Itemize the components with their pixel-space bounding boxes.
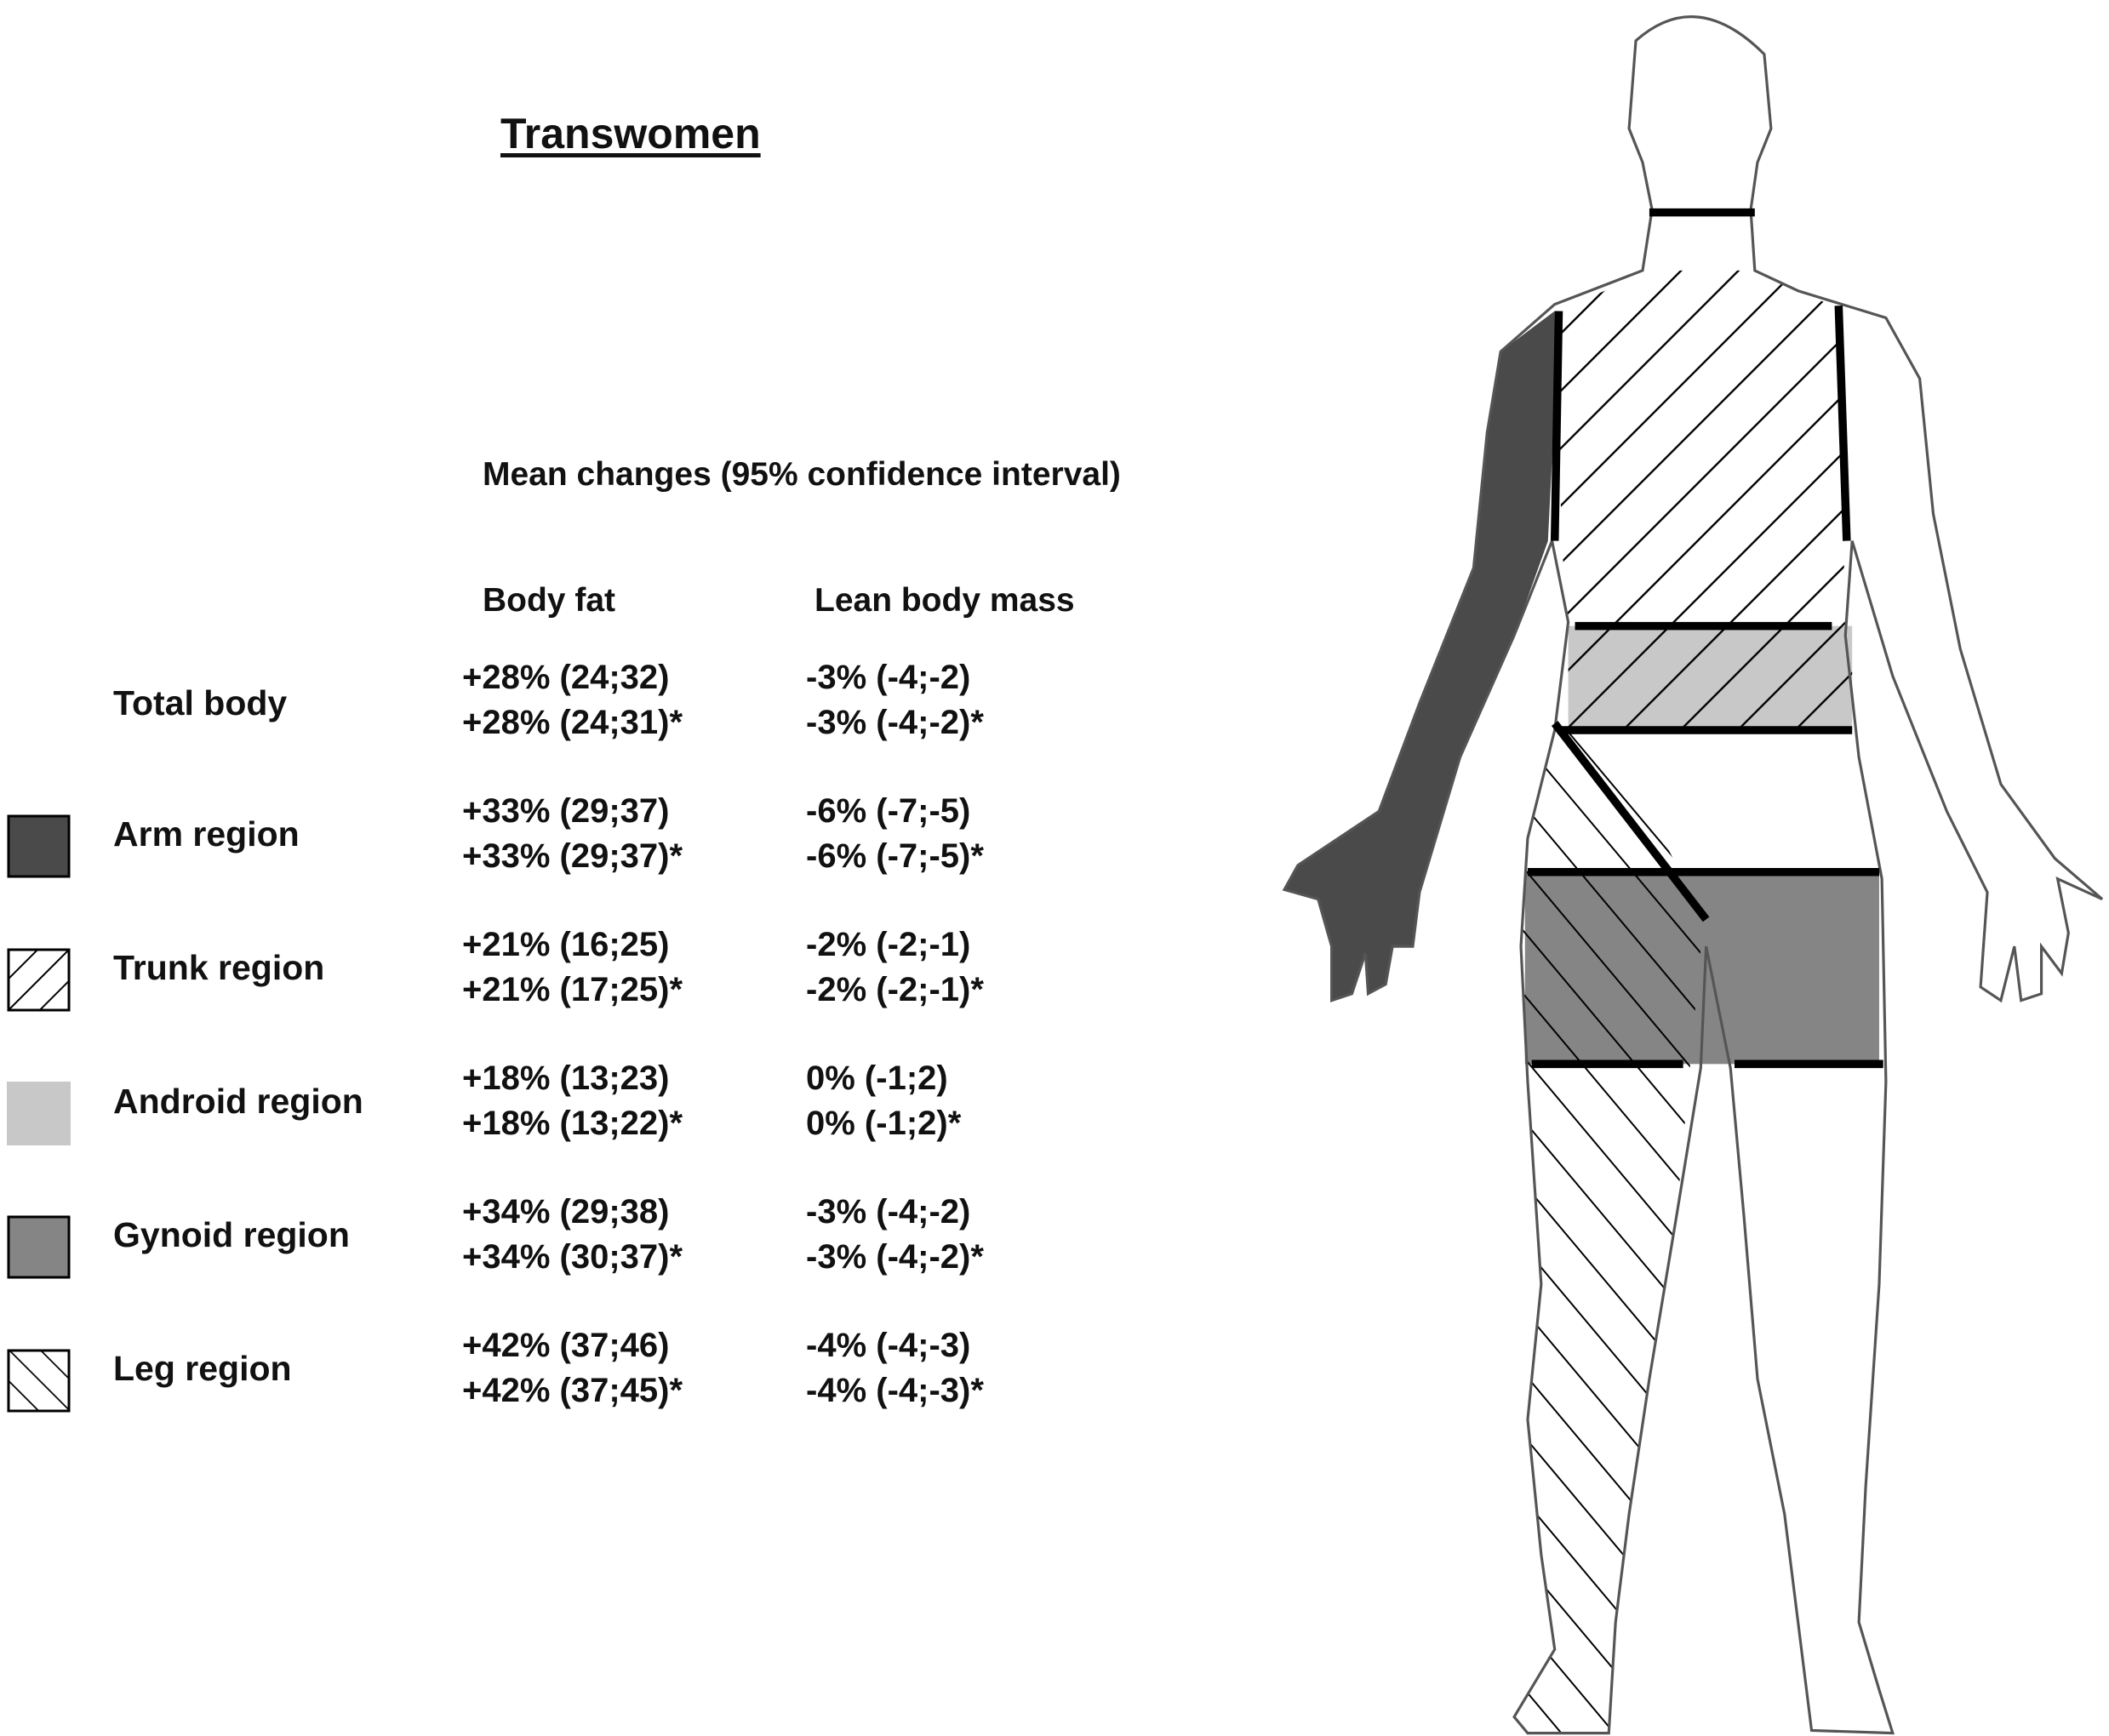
android-hatch <box>1568 625 1853 730</box>
trunk-region <box>1557 270 1846 626</box>
body-fat-line: +33% (29;37) <box>462 792 670 830</box>
leg-hatch-swatch-icon <box>7 1349 71 1413</box>
lean-mass-line: 0% (-1;2) <box>806 1059 948 1097</box>
body-fat-line: +42% (37;46) <box>462 1327 670 1364</box>
body-fat-line-adjusted: +34% (30;37)* <box>462 1238 683 1276</box>
lean-mass-value: -6% (-7;-5) -6% (-7;-5)* <box>806 789 984 879</box>
arm-swatch-icon <box>7 814 71 878</box>
table-subtitle: Mean changes (95% confidence interval) <box>483 456 1121 493</box>
row-label: Total body <box>113 683 288 722</box>
row-trunk-region: Trunk region +21% (16;25) +21% (17;25)* -… <box>0 922 1192 1050</box>
lean-mass-line: -3% (-4;-2) <box>806 1193 971 1231</box>
body-fat-line: +34% (29;38) <box>462 1193 670 1231</box>
lean-mass-line-adjusted: -4% (-4;-3)* <box>806 1372 984 1409</box>
body-fat-value: +33% (29;37) +33% (29;37)* <box>462 789 683 879</box>
lean-mass-value: -2% (-2;-1) -2% (-2;-1)* <box>806 922 984 1013</box>
arm-region <box>1284 311 1555 1001</box>
lean-mass-line: -6% (-7;-5) <box>806 792 971 830</box>
row-leg-region: Leg region +42% (37;46) +42% (37;45)* -4%… <box>0 1323 1192 1451</box>
row-gynoid-region: Gynoid region +34% (29;38) +34% (30;37)* … <box>0 1190 1192 1317</box>
body-fat-line-adjusted: +42% (37;45)* <box>462 1372 683 1409</box>
row-label: Arm region <box>113 814 300 854</box>
lean-mass-line: -2% (-2;-1) <box>806 926 971 963</box>
body-fat-line-adjusted: +33% (29;37)* <box>462 837 683 875</box>
body-fat-value: +42% (37;46) +42% (37;45)* <box>462 1323 683 1413</box>
body-fat-line-adjusted: +21% (17;25)* <box>462 971 683 1008</box>
body-fat-value: +34% (29;38) +34% (30;37)* <box>462 1190 683 1280</box>
body-outline <box>1282 15 2104 1735</box>
column-header-lean-mass: Lean body mass <box>814 582 1075 619</box>
leg-region <box>1514 729 1704 1733</box>
lean-mass-line-adjusted: -3% (-4;-2)* <box>806 704 984 741</box>
region-boundaries <box>1527 208 1883 1069</box>
android-swatch-icon <box>7 1082 71 1145</box>
body-fat-line: +28% (24;32) <box>462 659 670 696</box>
lean-mass-line-adjusted: -2% (-2;-1)* <box>806 971 984 1008</box>
column-header-body-fat: Body fat <box>483 582 615 619</box>
lean-mass-line-adjusted: -3% (-4;-2)* <box>806 1238 984 1276</box>
row-label: Gynoid region <box>113 1215 350 1254</box>
body-fat-line-adjusted: +28% (24;31)* <box>462 704 683 741</box>
lean-mass-line: -4% (-4;-3) <box>806 1327 971 1364</box>
lean-mass-value: -4% (-4;-3) -4% (-4;-3)* <box>806 1323 984 1413</box>
lean-mass-value: -3% (-4;-2) -3% (-4;-2)* <box>806 1190 984 1280</box>
body-fat-line: +18% (13;23) <box>462 1059 670 1097</box>
body-fat-value: +28% (24;32) +28% (24;31)* <box>462 655 683 745</box>
lean-mass-value: -3% (-4;-2) -3% (-4;-2)* <box>806 655 984 745</box>
row-arm-region: Arm region +33% (29;37) +33% (29;37)* -6%… <box>0 789 1192 917</box>
row-label: Leg region <box>113 1349 292 1388</box>
row-label: Trunk region <box>113 948 325 987</box>
lean-mass-line-adjusted: -6% (-7;-5)* <box>806 837 984 875</box>
body-fat-line-adjusted: +18% (13;22)* <box>462 1105 683 1142</box>
row-total-body: Total body +28% (24;32) +28% (24;31)* -3%… <box>0 655 1192 783</box>
figure-title: Transwomen <box>500 110 761 157</box>
body-fat-line: +21% (16;25) <box>462 926 670 963</box>
row-label: Android region <box>113 1082 363 1121</box>
trunk-hatch-swatch-icon <box>7 948 71 1012</box>
gynoid-swatch-icon <box>7 1215 71 1279</box>
lean-mass-line: -3% (-4;-2) <box>806 659 971 696</box>
lean-mass-line-adjusted: 0% (-1;2)* <box>806 1105 962 1142</box>
row-android-region: Android region +18% (13;23) +18% (13;22)*… <box>0 1056 1192 1184</box>
body-fat-value: +18% (13;23) +18% (13;22)* <box>462 1056 683 1146</box>
body-fat-value: +21% (16;25) +21% (17;25)* <box>462 922 683 1013</box>
lean-mass-value: 0% (-1;2) 0% (-1;2)* <box>806 1056 961 1146</box>
